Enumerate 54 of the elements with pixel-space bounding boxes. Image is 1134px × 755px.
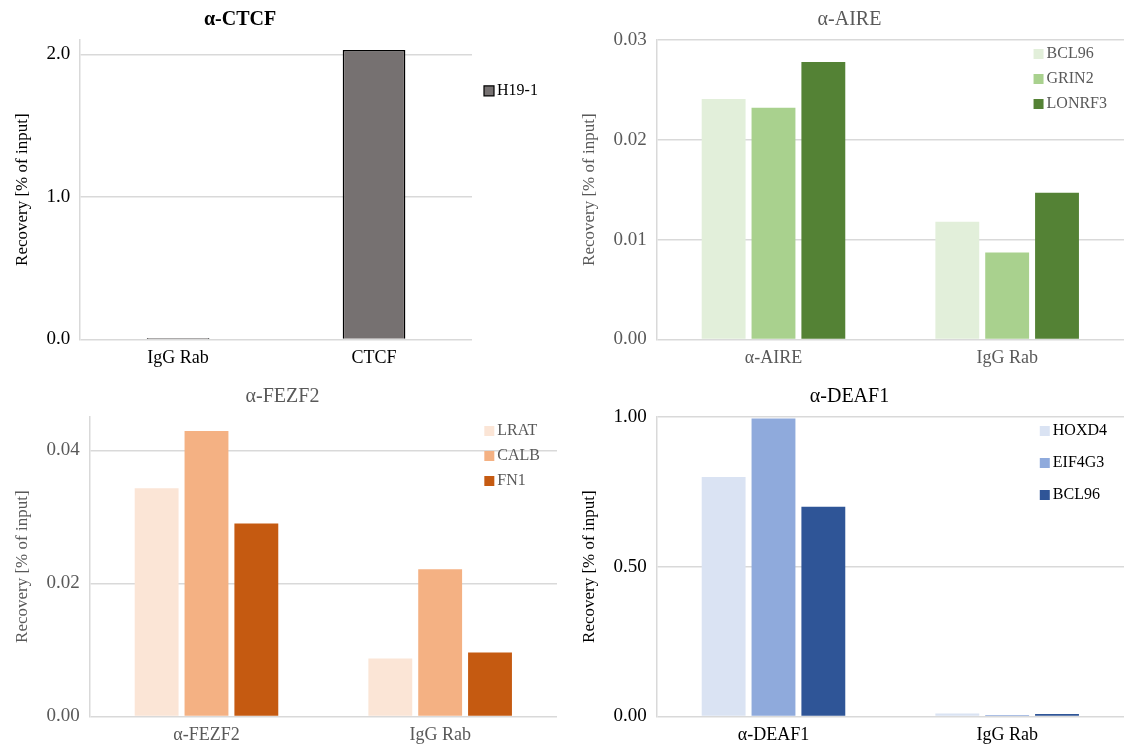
y-axis-title: Recovery [% of input] — [11, 113, 31, 266]
y-tick-label: 0.03 — [613, 27, 647, 49]
legend-label: FN1 — [497, 471, 526, 489]
y-tick-label: 2.0 — [46, 42, 71, 64]
y-tick-label: 0.00 — [613, 704, 647, 726]
chart-title: α-FEZF2 — [245, 384, 320, 407]
y-axis-title: Recovery [% of input] — [578, 490, 598, 643]
bar — [751, 418, 796, 716]
x-tick-label: IgG Rab — [976, 346, 1038, 367]
legend-label: GRIN2 — [1046, 69, 1094, 87]
y-tick-label: 0.01 — [613, 227, 647, 249]
y-tick-label: 0.02 — [613, 127, 647, 149]
legend-label: H19-1 — [497, 81, 538, 99]
bar — [234, 523, 279, 716]
legend-label: BCL96 — [1046, 44, 1094, 62]
y-tick-label: 0.02 — [46, 571, 80, 593]
legend-label: LRAT — [497, 421, 538, 439]
legend-label: HOXD4 — [1052, 421, 1107, 439]
chart-title: α-CTCF — [203, 7, 277, 30]
bar — [751, 107, 796, 339]
y-tick-label: 0.04 — [46, 438, 81, 460]
bar — [801, 506, 846, 716]
y-axis-title: Recovery [% of input] — [578, 113, 598, 266]
y-tick-label: 0.00 — [613, 327, 647, 349]
y-tick-label: 0.50 — [613, 554, 647, 576]
x-tick-label: α-FEZF2 — [173, 723, 240, 744]
bar — [184, 430, 229, 716]
bar — [368, 658, 413, 716]
bar — [418, 569, 463, 716]
chart-title: α-AIRE — [817, 7, 882, 30]
x-tick-label: CTCF — [351, 346, 397, 367]
y-tick-label: 1.00 — [613, 404, 647, 426]
x-tick-label: IgG Rab — [147, 346, 209, 367]
bar — [701, 476, 746, 716]
bar — [701, 98, 746, 339]
y-axis-title: Recovery [% of input] — [11, 490, 31, 643]
legend-label: EIF4G3 — [1052, 453, 1105, 471]
x-tick-label: α-AIRE — [744, 346, 803, 367]
legend-label: CALB — [497, 446, 540, 464]
legend-label: LONRF3 — [1046, 94, 1107, 112]
bar — [935, 221, 980, 339]
x-tick-label: IgG Rab — [976, 723, 1038, 744]
x-tick-label: IgG Rab — [409, 723, 471, 744]
y-tick-label: 1.0 — [46, 184, 71, 206]
x-tick-label: α-DEAF1 — [737, 723, 810, 744]
legend-label: BCL96 — [1052, 485, 1100, 503]
y-tick-label: 0.0 — [46, 327, 71, 349]
bar — [1035, 192, 1079, 339]
chart-title: α-DEAF1 — [809, 384, 890, 407]
y-tick-label: 0.00 — [46, 704, 80, 726]
bar — [134, 488, 179, 716]
bar — [985, 252, 1030, 339]
bar — [801, 61, 846, 339]
bar — [468, 652, 512, 716]
